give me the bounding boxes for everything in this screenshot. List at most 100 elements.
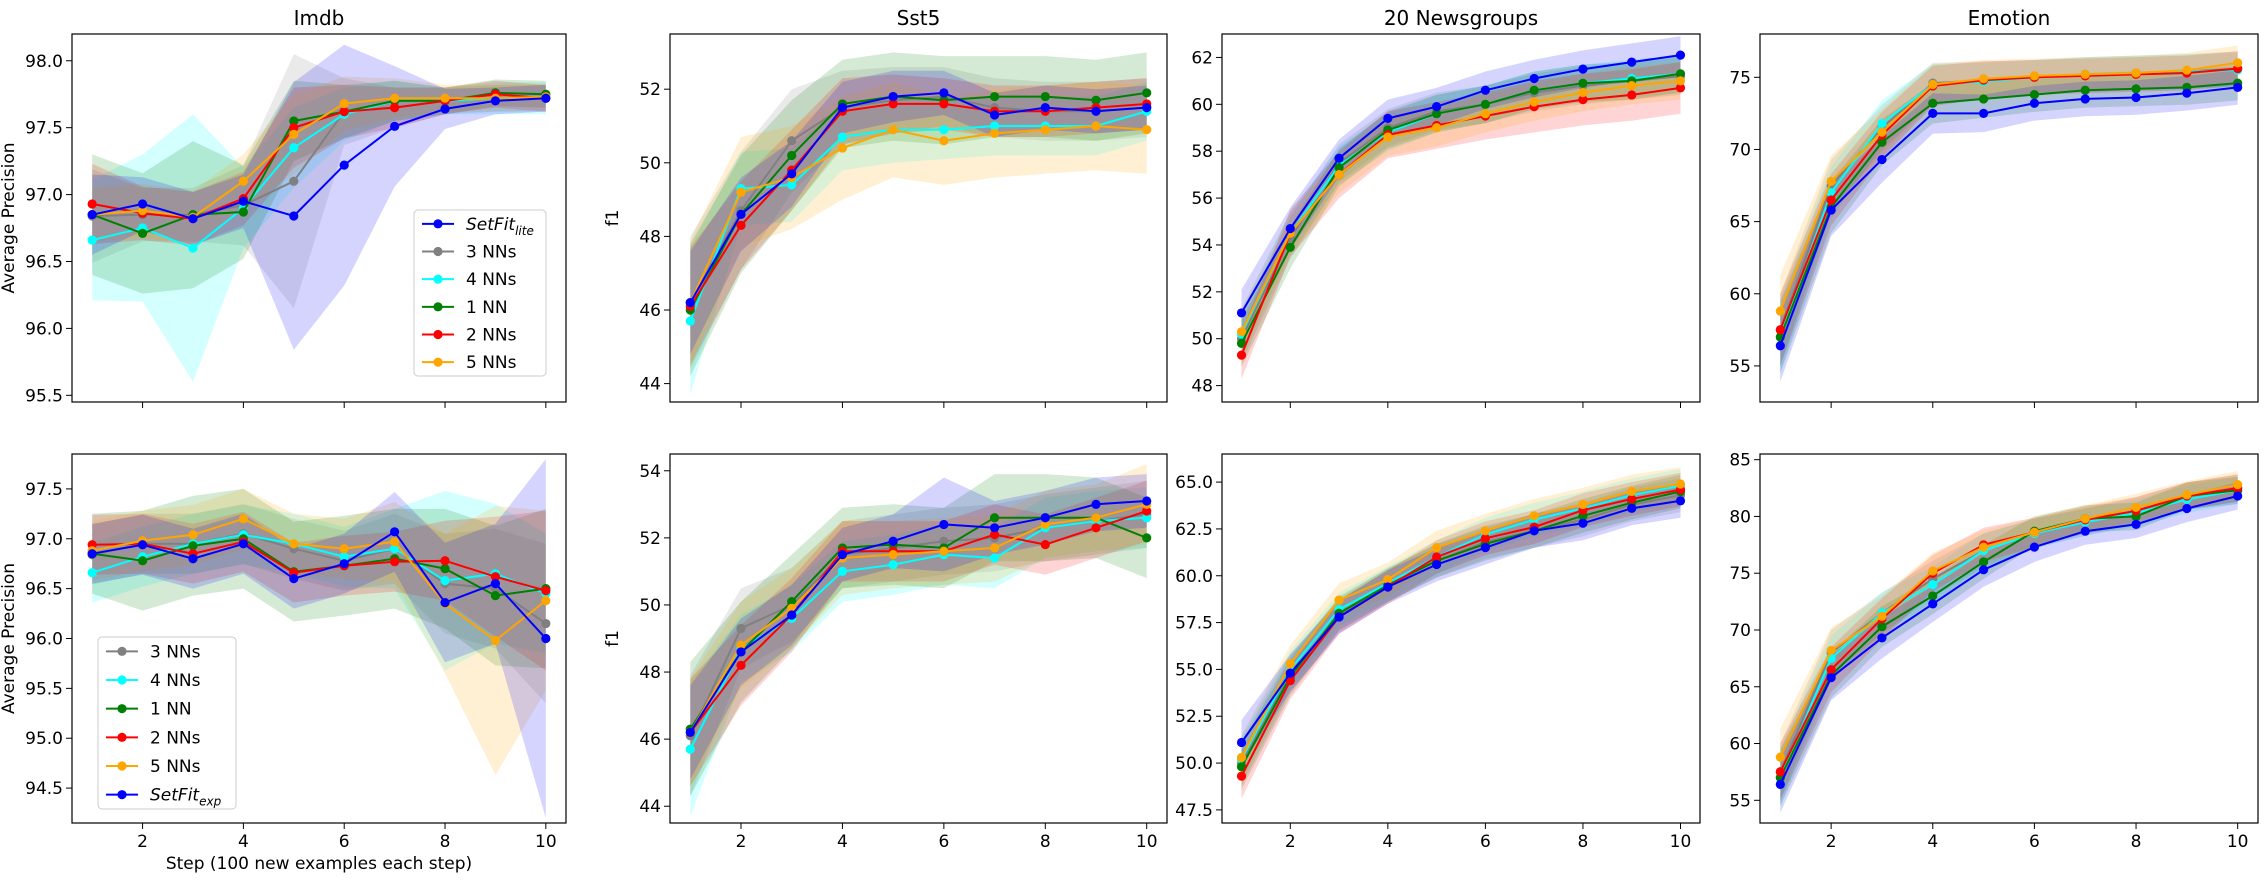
- confidence-band: [690, 70, 1147, 355]
- legend-swatch-marker: [433, 329, 443, 340]
- data-point: [289, 143, 299, 153]
- data-point: [289, 129, 299, 139]
- data-point: [2029, 71, 2040, 81]
- data-point: [888, 91, 898, 102]
- data-point: [1142, 88, 1152, 98]
- data-point: [1627, 90, 1637, 100]
- data-point: [989, 110, 1000, 120]
- data-point: [390, 93, 400, 103]
- data-point: [1236, 771, 1247, 781]
- data-point: [87, 199, 97, 209]
- series-line: [92, 95, 546, 219]
- series-line: [689, 110, 1147, 322]
- plot-area: [1236, 36, 1686, 379]
- x-tick-label: 10: [1670, 832, 1692, 852]
- data-point: [87, 549, 97, 559]
- series-line: [1240, 483, 1681, 758]
- data-point: [837, 103, 848, 113]
- data-point: [188, 530, 198, 540]
- data-point: [1236, 327, 1247, 337]
- legend: SetFitlite 3 NNs 4 NNs 1 NN 2 NNs 5 NNs: [413, 209, 547, 377]
- legend-swatch-marker: [433, 274, 443, 284]
- axes-frame: [1759, 33, 2259, 403]
- y-tick-label: 48: [1191, 377, 1213, 397]
- data-point: [1142, 506, 1152, 516]
- data-point: [1480, 533, 1490, 543]
- subplot-2: 44 46 48 50 52 Sst5 f1: [603, 6, 1168, 408]
- data-point: [1383, 113, 1393, 123]
- series-line: [1240, 499, 1681, 744]
- data-point: [289, 116, 299, 126]
- data-point: [1675, 496, 1686, 506]
- data-point: [490, 96, 501, 106]
- y-tick-label: 95.5: [25, 386, 63, 406]
- data-point: [289, 539, 299, 549]
- data-point: [188, 554, 198, 564]
- confidence-band: [1780, 70, 2238, 382]
- legend-label: 2 NNs: [466, 326, 517, 346]
- data-point: [1826, 205, 1836, 215]
- data-point: [1928, 591, 1938, 601]
- data-point: [736, 660, 746, 670]
- y-tick-label: 44: [639, 797, 661, 817]
- y-tick-label: 97.5: [25, 480, 63, 500]
- y-tick-label: 96.0: [25, 319, 63, 339]
- data-point: [1675, 83, 1686, 93]
- x-tick-label: 8: [440, 832, 451, 852]
- data-point: [787, 597, 797, 607]
- series-line: [1779, 495, 2238, 785]
- data-point: [541, 93, 551, 103]
- data-point: [939, 88, 949, 98]
- data-point: [137, 556, 148, 566]
- y-tick-label: 96.5: [25, 252, 63, 272]
- axes-frame: [669, 453, 1168, 824]
- x-tick-label: 8: [1578, 832, 1589, 852]
- data-point: [490, 591, 501, 601]
- confidence-band: [92, 80, 546, 246]
- data-point: [1285, 223, 1295, 234]
- data-point: [137, 206, 148, 216]
- data-point: [1877, 611, 1887, 621]
- data-point: [1627, 80, 1637, 91]
- y-tick-label: 52: [639, 80, 661, 100]
- data-point: [238, 539, 248, 549]
- data-point: [490, 572, 501, 582]
- data-point: [2029, 90, 2040, 100]
- data-point: [2182, 490, 2192, 500]
- data-point: [1383, 574, 1393, 585]
- data-point: [1236, 762, 1247, 772]
- y-tick-label: 62: [1191, 48, 1213, 68]
- confidence-band: [690, 480, 1147, 787]
- data-point: [989, 543, 1000, 553]
- data-point: [2029, 527, 2040, 537]
- confidence-band: [690, 474, 1147, 797]
- y-axis-label: f1: [603, 210, 623, 227]
- data-point: [2029, 542, 2040, 552]
- data-point: [736, 623, 746, 634]
- data-point: [736, 640, 746, 650]
- series-line: [1779, 82, 2238, 338]
- legend-label: 3 NNs: [150, 642, 201, 662]
- data-point: [1432, 552, 1442, 562]
- legend-label: 2 NNs: [150, 728, 201, 748]
- data-point: [1826, 645, 1836, 656]
- data-point: [1236, 752, 1247, 763]
- y-tick-label: 75: [1729, 564, 1751, 584]
- x-tick-label: 2: [736, 832, 747, 852]
- y-axis-label: Average Precision: [0, 563, 19, 714]
- data-point: [837, 143, 848, 153]
- data-point: [888, 560, 898, 570]
- plot-area: [1236, 467, 1686, 799]
- y-tick-label: 96.5: [25, 580, 63, 600]
- y-tick-label: 75: [1729, 68, 1751, 88]
- y-tick-label: 50.0: [1175, 754, 1213, 774]
- data-point: [339, 98, 349, 109]
- subplot-title: 20 Newsgroups: [1384, 6, 1538, 30]
- series-line: [689, 500, 1147, 733]
- confidence-band: [92, 503, 546, 704]
- subplot-title: Imdb: [294, 6, 345, 30]
- confidence-band: [92, 488, 546, 669]
- y-tick-label: 55.0: [1175, 660, 1213, 680]
- data-point: [2080, 85, 2090, 95]
